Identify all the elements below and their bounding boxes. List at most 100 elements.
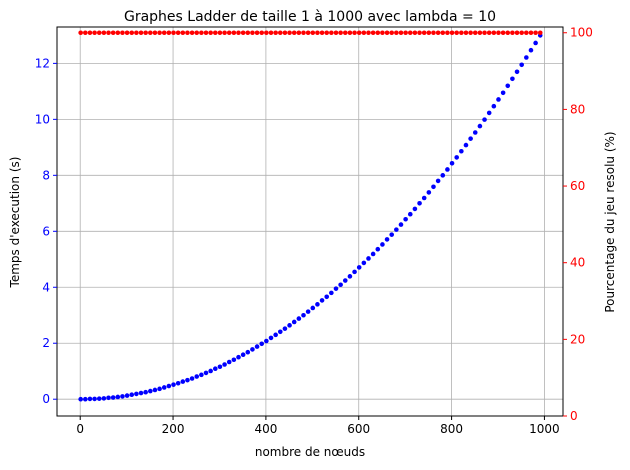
percent-point-99 [537,30,543,36]
percent-point-85 [472,30,478,36]
percent-point-74 [421,30,427,36]
percent-point-11 [129,30,135,36]
x-tick-label-4: 800 [440,422,463,436]
percent-point-54 [329,30,334,36]
percent-point-41 [268,30,274,36]
percent-point-81 [454,30,459,36]
y-left-tick-label-4: 8 [42,168,50,182]
time-point-28 [208,368,213,374]
time-point-41 [268,335,274,341]
y-left-tick-label-2: 4 [42,280,50,294]
time-point-22 [180,379,186,384]
x-tick-label-0: 0 [76,422,84,436]
time-point-40 [264,338,269,344]
y-right-tick-label-4: 80 [570,102,585,116]
time-point-79 [445,167,450,172]
time-point-24 [189,376,195,381]
time-point-36 [245,349,251,355]
time-point-62 [366,256,371,261]
percent-point-39 [259,30,265,36]
percent-point-52 [319,30,325,36]
time-point-91 [500,90,506,96]
y-left-tick-label-3: 6 [42,224,50,238]
percent-point-15 [148,30,153,36]
time-point-92 [505,83,511,89]
percent-point-8 [115,30,121,36]
time-point-72 [412,206,418,212]
percent-point-23 [185,30,190,36]
percent-point-45 [287,30,292,36]
percent-point-30 [217,30,223,36]
percent-point-86 [477,30,483,36]
percent-point-58 [347,30,353,36]
y-axis-right-label: Pourcentage du jeu resolu (%) [603,131,617,312]
time-point-84 [468,136,473,141]
y-left-tick-label-5: 10 [35,112,50,126]
time-point-61 [361,260,367,266]
percent-point-61 [361,30,367,36]
y-axis-right: 0 20 40 60 80 100 [563,26,593,423]
time-point-4 [96,396,102,401]
percent-point-75 [426,30,432,36]
x-axis-label: nombre de nœuds [255,445,365,459]
time-point-33 [231,357,237,363]
percent-point-17 [157,30,162,36]
solved-percentage-series [78,30,543,36]
percent-point-77 [435,30,441,36]
percent-point-0 [78,30,83,36]
time-point-14 [143,389,148,395]
time-point-50 [310,305,316,311]
percent-point-56 [338,30,343,36]
percent-point-4 [96,30,102,36]
percent-point-53 [324,30,330,36]
percent-point-62 [366,30,371,36]
time-point-70 [403,216,408,222]
percent-point-90 [496,30,501,36]
percent-point-34 [236,30,241,36]
time-point-19 [166,383,172,389]
percent-point-50 [310,30,316,36]
time-point-55 [333,286,339,291]
time-point-34 [236,354,241,360]
percent-point-91 [500,30,506,36]
y-axis-left-label: Temps d'execution (s) [8,157,22,289]
percent-point-9 [120,30,125,36]
time-point-81 [454,155,459,160]
percent-point-96 [524,30,529,36]
percent-point-72 [412,30,418,36]
percent-point-63 [370,30,376,36]
time-point-3 [92,396,97,402]
percent-point-21 [175,30,181,36]
percent-point-67 [389,30,395,36]
percent-point-42 [273,30,278,36]
percent-point-18 [161,30,167,36]
x-tick-label-5: 1000 [529,422,560,436]
percent-point-87 [482,30,487,36]
time-point-82 [459,148,464,154]
time-point-90 [496,97,501,102]
time-point-42 [273,332,278,338]
time-point-96 [524,55,529,60]
percent-point-36 [245,30,251,36]
time-point-95 [519,62,524,68]
percent-point-93 [510,30,515,36]
time-point-85 [472,130,478,135]
x-tick-label-3: 600 [347,422,370,436]
grid [57,27,563,416]
time-point-73 [417,201,422,206]
time-point-13 [138,390,144,396]
percent-point-68 [394,30,399,36]
percent-point-33 [231,30,237,36]
percent-point-49 [305,30,311,36]
percent-point-65 [380,30,385,36]
time-point-47 [296,316,302,321]
time-point-87 [482,117,487,122]
time-point-63 [370,251,376,257]
percent-point-29 [212,30,218,36]
percent-point-78 [440,30,446,36]
time-point-7 [110,395,116,400]
percent-point-31 [222,30,227,36]
time-point-86 [477,123,483,129]
time-point-54 [329,290,334,296]
